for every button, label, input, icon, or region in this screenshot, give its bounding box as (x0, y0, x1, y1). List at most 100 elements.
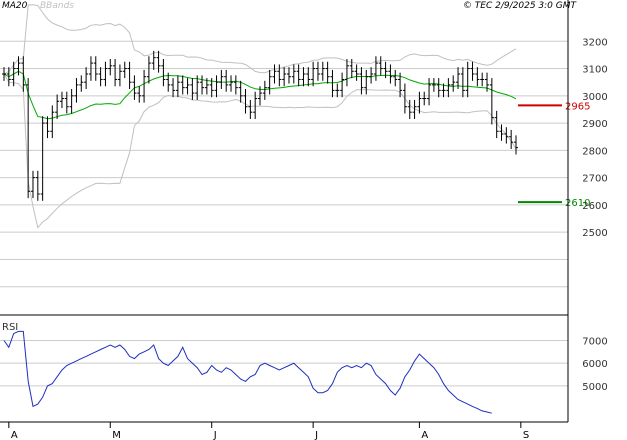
ohlc-bar (431, 78, 436, 92)
ohlc-bar (398, 72, 403, 98)
ohlc-bar (325, 61, 330, 84)
x-tick-label: S (523, 430, 529, 440)
ohlc-bar (306, 67, 311, 87)
ohlc-bar (137, 86, 142, 103)
bband-upper (3, 4, 517, 75)
ohlc-bar (296, 64, 301, 87)
y-tick-label: 2900 (582, 119, 607, 130)
ohlc-bar (50, 105, 55, 139)
x-tick-label: J (314, 430, 318, 440)
bbands-label: BBands (40, 1, 74, 11)
ohlc-bar (200, 75, 205, 95)
ohlc-bar (412, 99, 417, 119)
ohlc-bar (84, 67, 89, 89)
ohlc-bar (108, 59, 113, 76)
price-panel: 2965 2610 (0, 4, 590, 288)
ohlc-bar (74, 78, 79, 103)
ohlc-bar (301, 67, 306, 87)
ohlc-bar (248, 99, 253, 119)
ohlc-bar (344, 59, 349, 87)
ohlc-bar (369, 67, 374, 84)
ohlc-bar (460, 67, 465, 98)
ohlc-bar (195, 75, 200, 100)
ohlc-bar (354, 64, 359, 81)
ohlc-bar (103, 61, 108, 87)
ohlc-bar (156, 50, 161, 73)
ohlc-bar (311, 61, 316, 87)
ohlc-bar (113, 59, 118, 87)
ohlc-bar (286, 67, 291, 84)
ohlc-bar (243, 89, 248, 114)
ohlc-bar (146, 56, 151, 84)
ohlc-bar (340, 72, 345, 98)
ohlc-bar (171, 78, 176, 98)
ohlc-bar (485, 72, 490, 92)
ma-label: MA20 (2, 1, 28, 11)
ohlc-bar (349, 59, 354, 79)
ohlc-bar (55, 94, 60, 119)
ohlc-bar (233, 75, 238, 95)
ohlc-bar (93, 56, 98, 81)
resistance-label: 2965 (565, 101, 590, 112)
ohlc-bar (272, 64, 277, 84)
ohlc-bar (417, 91, 422, 114)
ohlc-bar (69, 89, 74, 114)
ohlc-bar (422, 91, 427, 106)
ohlc-bar (175, 75, 180, 98)
ohlc-bar (494, 110, 499, 139)
ohlc-bar (253, 91, 258, 119)
ohlc-bar (446, 78, 451, 98)
ohlc-bar (117, 64, 122, 87)
x-tick-label: A (11, 430, 18, 440)
rsi-tick-label: 7000 (582, 336, 607, 347)
ohlc-bar (6, 67, 11, 87)
ohlc-bar (330, 69, 335, 98)
ohlc-bar (320, 61, 325, 81)
ohlc-bar (127, 61, 132, 89)
ohlc-bar (180, 75, 185, 95)
ohlc-bar (64, 91, 69, 114)
ohlc-bar (475, 67, 480, 87)
ohlc-bar (315, 61, 320, 81)
ohlc-bar (378, 56, 383, 76)
ohlc-bar (45, 116, 50, 139)
ohlc-bar (509, 129, 514, 149)
ohlc-bar (151, 50, 156, 70)
ohlc-bar (35, 170, 40, 201)
x-tick-label: J (213, 430, 217, 440)
ohlc-bar (436, 78, 441, 98)
ohlc-bar (373, 56, 378, 81)
axes: 2500 2600 2700 2800 2900 3000 3100 3200 5000 6000… (0, 0, 608, 440)
ohlc-bar (11, 61, 16, 87)
ohlc-bar (407, 99, 412, 119)
ohlc-bar (489, 78, 494, 125)
copyright-text: © TEC 2/9/2025 3:0 GMT (463, 1, 578, 11)
x-tick-label: M (112, 430, 121, 440)
ohlc-bar (388, 64, 393, 84)
x-tick-label: A (421, 430, 428, 440)
rsi-label: RSI (2, 322, 18, 333)
ohlc-bar (267, 69, 272, 95)
ohlc-bar (185, 78, 190, 95)
ohlc-bar (504, 127, 509, 144)
ohlc-bar (335, 83, 340, 98)
rsi-line (3, 330, 492, 414)
ohlc-bar (21, 56, 26, 92)
rsi-tick-label: 6000 (582, 359, 607, 370)
support-label: 2610 (565, 198, 590, 209)
y-tick-label: 3200 (582, 37, 607, 48)
y-tick-label: 2600 (582, 201, 607, 212)
ohlc-bar (427, 78, 432, 106)
ohlc-bar (465, 61, 470, 98)
ohlc-bar (282, 67, 287, 87)
ohlc-bar (122, 61, 127, 79)
ohlc-bar (359, 67, 364, 95)
y-tick-label: 2700 (582, 174, 607, 185)
ohlc-bar (470, 61, 475, 81)
ohlc-bar (214, 75, 219, 98)
ohlc-bar (166, 72, 171, 92)
ohlc-bar (277, 64, 282, 87)
ohlc-bar (451, 75, 456, 92)
ohlc-bar (204, 78, 209, 95)
